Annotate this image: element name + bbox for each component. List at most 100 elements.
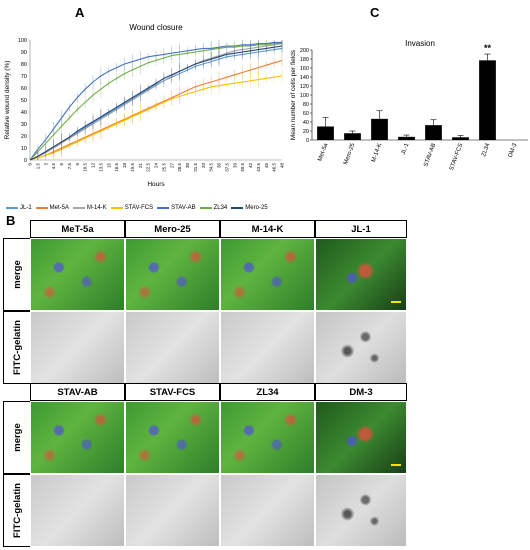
chart-a-xlabel: Hours (147, 181, 165, 188)
chart-c-ytick: 160 (300, 66, 309, 72)
chart-c-title: Invasion (405, 39, 435, 48)
micrograph-row-label-text: merge (11, 260, 23, 289)
chart-a-ytick: 10 (21, 146, 27, 152)
wound-closure-legend: JL-1 Met-5A M-14-K STAV-FCS STAV-AB ZL34 Mero-… (6, 205, 286, 211)
legend-label: Met-5A (49, 205, 70, 211)
chart-a-ylabel: Relative wound density (%) (4, 61, 11, 140)
chart-a-xtick: 37.5 (224, 163, 229, 172)
micrograph-row-label: FITC-gelatin (3, 311, 31, 384)
merge-micrograph (220, 401, 315, 474)
merge-micrograph (30, 238, 125, 311)
micrograph-header-row: MeT-5a Mero-25 M-14-K JL-1 (30, 220, 407, 238)
legend-swatch (73, 207, 86, 209)
chart-c-bar (317, 126, 334, 140)
chart-c-bar (371, 118, 388, 140)
chart-a-ytick: 70 (21, 74, 27, 80)
chart-a-xtick: 46.5 (272, 163, 277, 172)
chart-c-category-label: DM-3 (508, 142, 519, 158)
chart-a-xtick: 3 (43, 163, 48, 166)
legend-label: STAV-FCS (124, 205, 154, 211)
fitc-gelatin-micrograph (220, 474, 315, 547)
chart-a-xtick: 15 (106, 163, 111, 169)
legend-swatch (231, 207, 244, 209)
micrograph-column-header: M-14-K (220, 220, 315, 238)
micrograph-column-header: Mero-25 (125, 220, 220, 238)
chart-a-xtick: 42 (248, 163, 253, 169)
fitc-gelatin-micrograph (30, 311, 125, 384)
panel-letter-a: A (75, 5, 85, 20)
chart-c-bar (452, 137, 469, 140)
chart-a-xtick: 30 (185, 163, 190, 169)
panel-letter-b: B (6, 213, 16, 228)
chart-c-category-label: Mero-25 (343, 142, 357, 166)
chart-c-category-label: STAV-FCS (449, 143, 464, 172)
chart-a-ytick: 90 (21, 50, 27, 56)
chart-a-xtick: 1.5 (35, 163, 40, 170)
chart-a-ytick: 40 (21, 110, 27, 116)
legend-item: JL-1 (6, 205, 32, 211)
chart-a-xtick: 13.5 (98, 163, 103, 172)
chart-c-category-label: STAV-AB (423, 143, 437, 168)
chart-c-ytick: 180 (300, 57, 309, 63)
micrograph-column-header: JL-1 (315, 220, 407, 238)
micrograph-column-header: DM-3 (315, 383, 407, 401)
legend-item: STAV-FCS (110, 205, 154, 211)
chart-a-xtick: 36 (217, 163, 222, 169)
chart-a-xtick: 27 (169, 163, 174, 169)
fitc-gelatin-micrograph (315, 474, 407, 547)
chart-c-ytick: 120 (300, 84, 309, 90)
micrograph-row-label: merge (3, 238, 31, 311)
micrograph-header-row: STAV-AB STAV-FCS ZL34 DM-3 (30, 383, 407, 401)
chart-c-ytick: 80 (303, 102, 309, 108)
chart-a-xtick: 25.5 (161, 163, 166, 172)
chart-a-xtick: 43.5 (256, 163, 261, 172)
chart-c-ytick: 0 (306, 138, 309, 144)
chart-a-xtick: 6 (59, 163, 64, 166)
micrograph-row-label: merge (3, 401, 31, 474)
chart-a-xtick: 19.5 (130, 163, 135, 172)
merge-micrograph (125, 238, 220, 311)
micrograph-row-label-text: FITC-gelatin (11, 320, 23, 375)
chart-a-xtick: 12 (91, 163, 96, 169)
legend-label: JL-1 (20, 205, 32, 211)
chart-c-ytick: 140 (300, 75, 309, 81)
chart-a-xtick: 7.5 (67, 163, 72, 170)
chart-a-series (29, 40, 283, 161)
merge-micrograph (125, 401, 220, 474)
chart-a-xtick: 28.5 (177, 163, 182, 172)
scale-bar (391, 464, 401, 466)
legend-swatch (199, 207, 212, 209)
chart-c-bar (479, 60, 496, 140)
chart-c-ytick: 20 (303, 129, 309, 135)
chart-a-xtick: 16.5 (114, 163, 119, 172)
fitc-gelatin-micrograph (315, 311, 407, 384)
chart-c-ytick: 200 (300, 48, 309, 54)
chart-a-xtick: 39 (232, 163, 237, 169)
chart-c-category-label: M-14-K (371, 143, 383, 164)
chart-a-series-line (29, 45, 283, 161)
chart-c-significance: ** (484, 43, 492, 53)
legend-item: M-14-K (73, 205, 107, 211)
legend-label: M-14-K (87, 205, 107, 211)
chart-a-series-line (29, 75, 283, 161)
chart-a-ytick: 80 (21, 62, 27, 68)
chart-a-series-line (29, 43, 282, 161)
merge-micrograph (220, 238, 315, 311)
invasion-chart: Invasion 0 20 40 60 80 100 120 140 160 180 200Mean … (290, 39, 528, 172)
merge-micrograph (315, 238, 407, 311)
legend-swatch (157, 207, 170, 209)
chart-a-xtick: 45 (264, 163, 269, 169)
chart-a-xtick: 24 (154, 163, 159, 169)
chart-a-title: Wound closure (129, 23, 183, 32)
chart-a-xtick: 34.5 (209, 163, 214, 172)
chart-a-xtick: 9 (75, 163, 80, 166)
chart-c-ylabel: Mean number of cells per fields (290, 49, 297, 140)
chart-a-ytick: 60 (21, 86, 27, 92)
micrograph-column-header: ZL34 (220, 383, 315, 401)
chart-a-xtick: 40.5 (240, 163, 245, 172)
legend-item: STAV-AB (157, 205, 196, 211)
fitc-gelatin-micrograph (125, 474, 220, 547)
micrograph-row-label-text: FITC-gelatin (11, 483, 23, 538)
micrograph-column-header: STAV-AB (30, 383, 125, 401)
